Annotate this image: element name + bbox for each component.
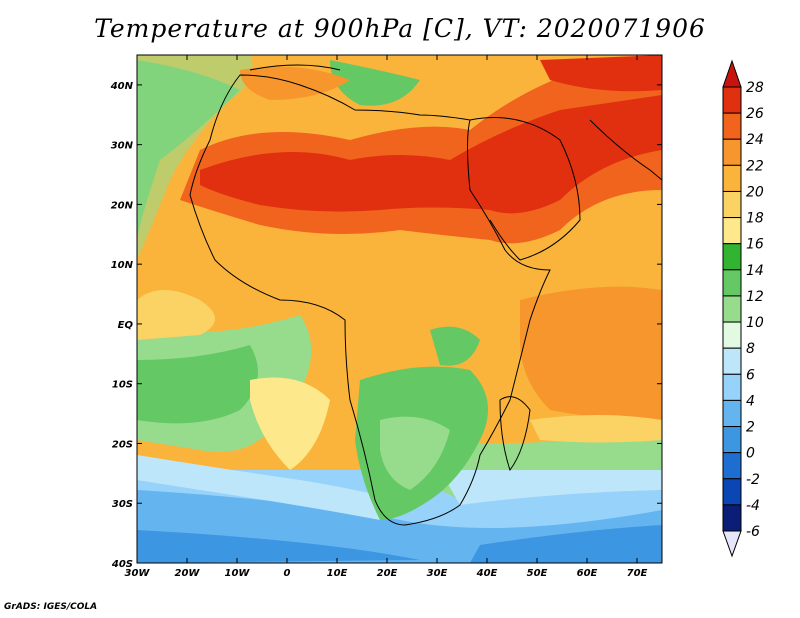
lon-label: 60E [577, 568, 598, 579]
colorbar-label: 24 [746, 132, 764, 148]
lat-label: 40N [110, 81, 134, 92]
axis-ticks: 30W 20W 10W 0 10E 20E 30E 40E 50E 60E 70E 40N 30N 20N… [110, 55, 662, 579]
colorbar-swatch [722, 243, 742, 271]
lon-label: 30E [427, 568, 448, 579]
colorbar-label: 18 [746, 211, 764, 227]
colorbar-label: 28 [746, 80, 764, 96]
map-frame [136, 54, 663, 564]
colorbar-swatch [722, 426, 742, 454]
colorbar-label: 10 [746, 315, 764, 331]
colorbar-swatch [722, 321, 742, 349]
colorbar-swatch [722, 452, 742, 480]
lat-label: 30N [111, 141, 134, 152]
colorbar-label: 4 [746, 393, 755, 409]
lat-label: 40S [111, 559, 133, 570]
colorbar-bottom-arrow [722, 530, 742, 558]
lon-label: 10W [225, 568, 251, 579]
colorbar-label: 20 [746, 184, 764, 200]
colorbar-swatch [722, 347, 742, 375]
lat-label: 30S [112, 499, 133, 510]
colorbar-swatch [722, 373, 742, 401]
colorbar-swatch [722, 217, 742, 245]
colorbar-label: 22 [746, 158, 764, 174]
colorbar-label: 16 [746, 237, 764, 253]
colorbar-label: 8 [746, 341, 755, 357]
coastlines [189, 64, 662, 526]
lat-label: 20N [111, 200, 134, 211]
lon-label: 40E [476, 568, 498, 579]
colorbar-swatch [722, 112, 742, 140]
colorbar-label: -2 [746, 472, 760, 488]
colorbar-label: 6 [746, 367, 755, 383]
colorbar-label: -4 [746, 498, 760, 514]
colorbar-label: 26 [746, 106, 764, 122]
lat-label: 10N [111, 260, 134, 271]
lat-label: 20S [112, 439, 133, 450]
lon-label: 50E [527, 568, 548, 579]
temperature-field [137, 55, 662, 563]
lon-label: 20E [377, 568, 398, 579]
colorbar-label: 12 [746, 289, 764, 305]
colorbar-label: 2 [746, 420, 755, 436]
colorbar-top-arrow [722, 59, 742, 88]
colorbar-swatch [722, 504, 742, 532]
map-title: Temperature at 900hPa [C], VT: 202007190… [94, 14, 706, 43]
colorbar-swatch [722, 86, 742, 114]
colorbar-label: 14 [746, 263, 764, 279]
colorbar-swatch [722, 164, 742, 192]
credit-label: GrADS: IGES/COLA [4, 602, 98, 612]
lon-label: 10E [327, 568, 348, 579]
colorbar-swatch [722, 478, 742, 506]
colorbar-swatch [722, 190, 742, 219]
colorbar-label: 0 [746, 446, 755, 462]
lat-label: EQ [118, 320, 134, 331]
lon-label: 0 [284, 568, 291, 579]
colorbar-swatch [722, 269, 742, 297]
colorbar-swatch [722, 399, 742, 428]
colorbar-label: -6 [746, 524, 760, 540]
lon-label: 70E [627, 568, 648, 579]
lat-label: 10S [112, 380, 133, 391]
colorbar-swatch [722, 138, 742, 166]
lon-label: 30W [125, 568, 151, 579]
lon-label: 20W [175, 568, 201, 579]
colorbar-swatch [722, 295, 742, 323]
